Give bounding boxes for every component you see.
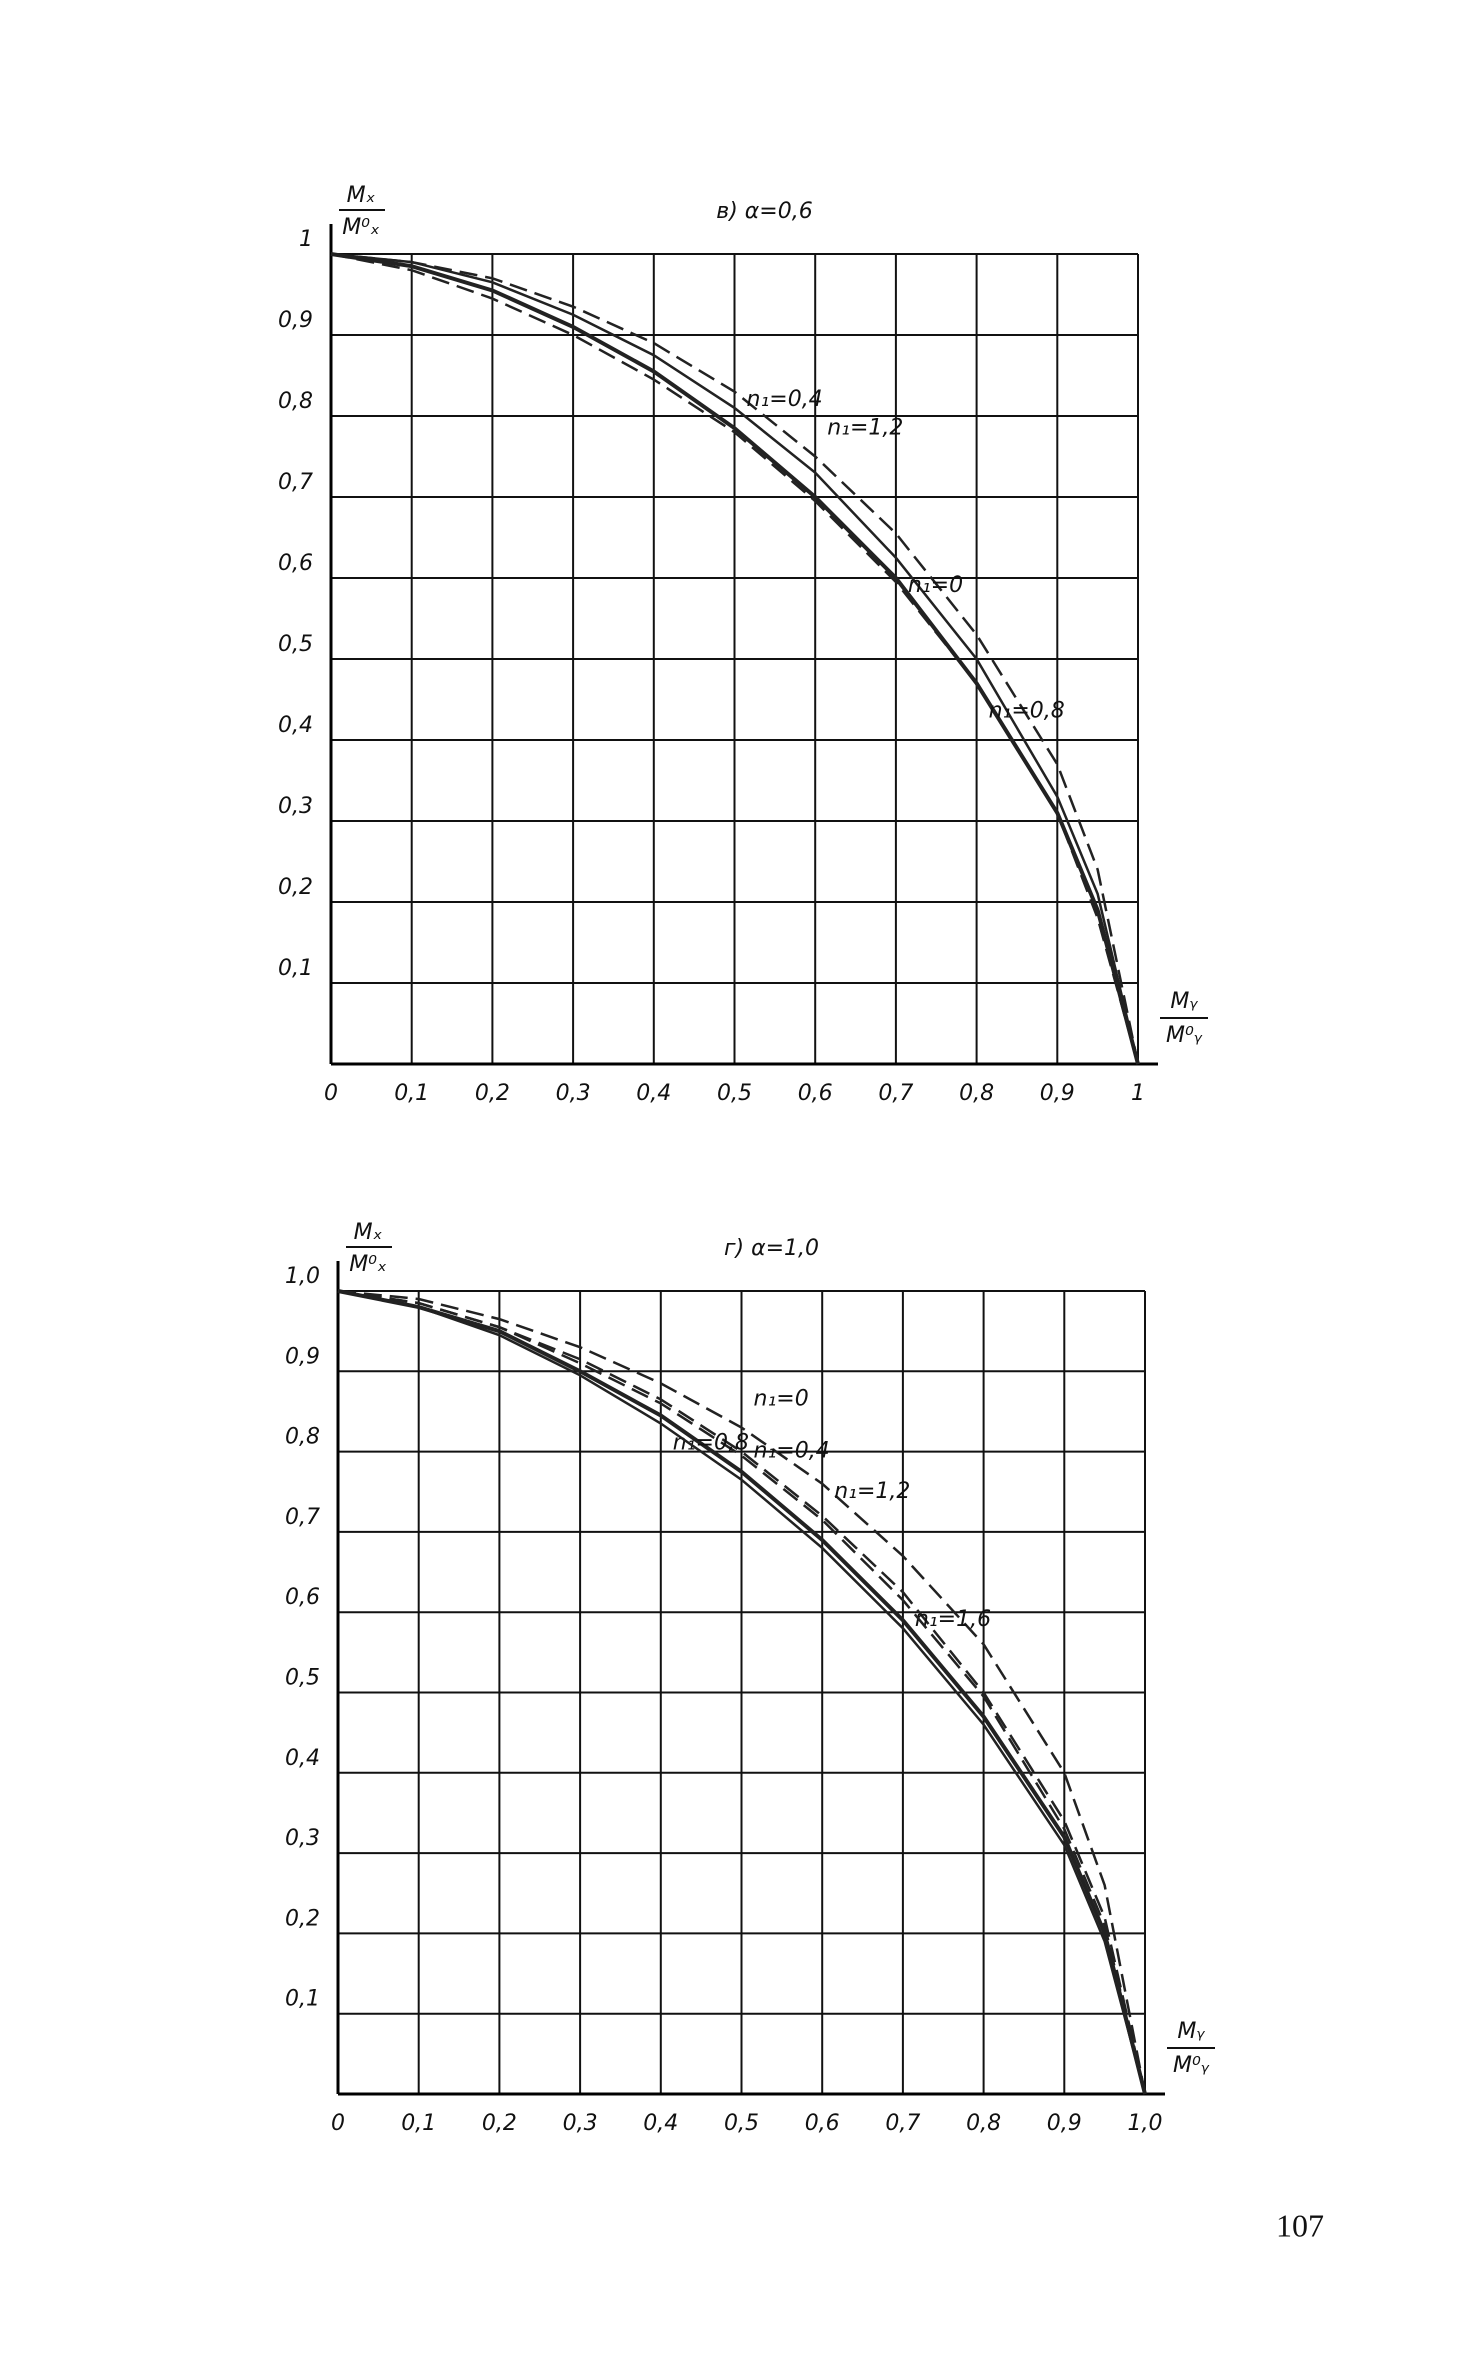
x-tick-label: 0,1 <box>401 2111 436 2136</box>
x-tick-label: 0,8 <box>966 2111 1001 2136</box>
series-label: n₁=1,2 <box>834 1479 910 1504</box>
x-tick-label: 0,6 <box>798 1081 833 1106</box>
series-label: n₁=1,2 <box>827 416 903 441</box>
y-tick-label: 1,0 <box>285 1264 320 1289</box>
x-tick-label: 0,1 <box>394 1081 429 1106</box>
x-tick-label: 1,0 <box>1128 2111 1163 2136</box>
y-tick-label: 0,5 <box>285 1666 320 1691</box>
y-tick-label: 0,8 <box>285 1425 320 1450</box>
series-label: n₁=0 <box>754 1387 809 1412</box>
x-tick-label: 0,2 <box>475 1081 510 1106</box>
chart-title: в) α=0,6 <box>716 199 812 224</box>
y-tick-label: 0,2 <box>278 875 313 900</box>
y-tick-label: 0,6 <box>278 551 313 576</box>
x-tick-label: 0 <box>324 1081 338 1106</box>
y-label-num: Mₓ <box>347 183 376 208</box>
x-tick-label: 0,3 <box>556 1081 591 1106</box>
series-label: n₁=1,6 <box>915 1607 991 1632</box>
x-tick-label: 0,6 <box>805 2111 840 2136</box>
y-label-den: M⁰ₓ <box>349 1252 387 1277</box>
y-tick-label: 0,4 <box>285 1746 320 1771</box>
y-tick-label: 0,3 <box>278 794 313 819</box>
x-tick-label: 0,9 <box>1047 2111 1082 2136</box>
page-number: 107 <box>1276 2207 1324 2243</box>
y-tick-label: 0,5 <box>278 632 313 657</box>
series-label: n₁=0,8 <box>989 698 1065 723</box>
x-tick-label: 0,7 <box>885 2111 920 2136</box>
x-tick-label: 0,8 <box>959 1081 994 1106</box>
series-line <box>337 1289 1147 2095</box>
series-label: n₁=0,4 <box>747 387 823 412</box>
y-tick-label: 0,6 <box>285 1585 320 1610</box>
y-tick-label: 0,3 <box>285 1826 320 1851</box>
y-tick-label: 0,8 <box>278 389 313 414</box>
series-label: n₁=0,4 <box>754 1439 830 1464</box>
series-line <box>330 252 1140 1065</box>
y-label-den: M⁰ₓ <box>342 215 380 240</box>
x-tick-label: 0,3 <box>563 2111 598 2136</box>
x-tick-label: 0 <box>331 2111 345 2136</box>
series-line <box>330 252 1140 1065</box>
series-line <box>337 1289 1147 2095</box>
y-tick-label: 0,4 <box>278 713 313 738</box>
x-tick-label: 0,4 <box>643 2111 678 2136</box>
y-tick-label: 0,2 <box>285 1906 320 1931</box>
x-tick-label: 0,4 <box>636 1081 671 1106</box>
x-tick-label: 1 <box>1131 1081 1145 1106</box>
x-label-num: Mᵧ <box>1170 989 1198 1014</box>
y-tick-label: 0,1 <box>278 956 313 981</box>
series-line <box>330 252 1140 1065</box>
y-tick-label: 1 <box>299 227 313 252</box>
y-tick-label: 0,9 <box>278 308 313 333</box>
series-label: n₁=0 <box>908 573 963 598</box>
series-line <box>337 1289 1147 2095</box>
y-label-num: Mₓ <box>354 1220 383 1245</box>
chart-title: г) α=1,0 <box>724 1236 819 1261</box>
x-tick-label: 0,5 <box>717 1081 752 1106</box>
y-tick-label: 0,7 <box>278 470 313 495</box>
x-tick-label: 0,2 <box>482 2111 517 2136</box>
x-tick-label: 0,9 <box>1040 1081 1075 1106</box>
x-tick-label: 0,7 <box>878 1081 913 1106</box>
series-label: n₁=0,8 <box>673 1430 749 1455</box>
x-label-num: Mᵧ <box>1177 2019 1205 2044</box>
x-label-den: M⁰ᵧ <box>1166 1023 1203 1048</box>
y-tick-label: 0,9 <box>285 1344 320 1369</box>
y-tick-label: 0,7 <box>285 1505 320 1530</box>
x-label-den: M⁰ᵧ <box>1173 2053 1210 2078</box>
series-line <box>337 1289 1147 2095</box>
y-tick-label: 0,1 <box>285 1987 320 2012</box>
x-tick-label: 0,5 <box>724 2111 759 2136</box>
